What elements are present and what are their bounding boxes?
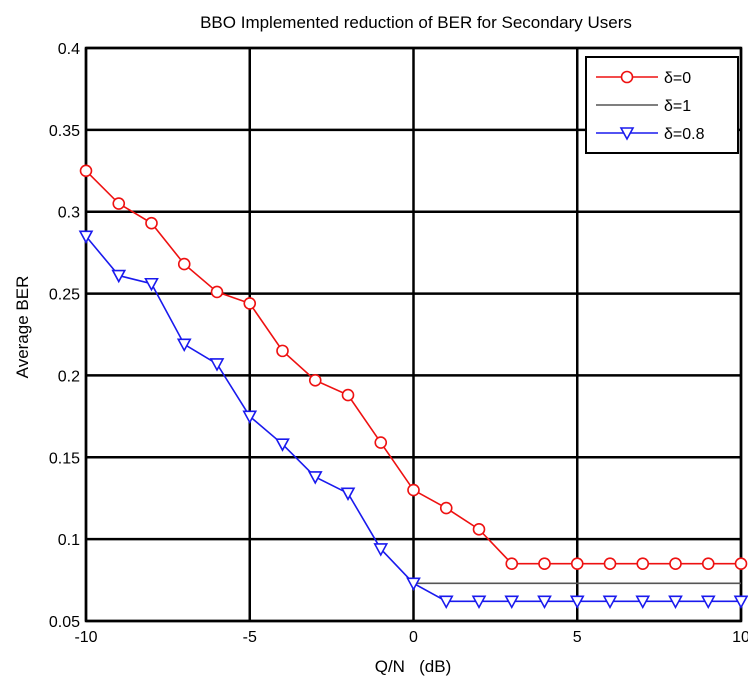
data-point bbox=[570, 557, 584, 571]
legend-marker bbox=[620, 70, 634, 84]
data-point bbox=[276, 344, 289, 358]
y-tick-label: 0.2 bbox=[58, 368, 80, 385]
legend-entry: δ=0 bbox=[596, 70, 691, 87]
y-tick-label: 0.4 bbox=[58, 41, 80, 58]
legend-entry: δ=0.8 bbox=[596, 126, 705, 143]
data-point bbox=[79, 164, 93, 178]
data-point bbox=[407, 483, 420, 497]
data-point bbox=[636, 557, 650, 571]
data-point bbox=[209, 358, 225, 372]
legend-label: δ=0 bbox=[664, 70, 691, 87]
x-tick-label: 5 bbox=[573, 629, 582, 646]
x-axis-label: Q/N (dB) bbox=[375, 657, 452, 676]
series-0 bbox=[79, 164, 748, 571]
series-layer bbox=[78, 164, 748, 610]
data-point bbox=[701, 557, 715, 571]
legend-marker bbox=[619, 127, 635, 141]
data-point bbox=[603, 557, 617, 571]
data-point bbox=[538, 557, 551, 571]
data-point bbox=[243, 297, 257, 310]
legend: δ=0 δ=1 δ=0.8 bbox=[585, 56, 739, 154]
data-point bbox=[733, 595, 748, 610]
data-point bbox=[569, 595, 585, 610]
legend-label: δ=0.8 bbox=[664, 126, 705, 143]
data-point bbox=[406, 577, 421, 592]
plot-frame bbox=[84, 46, 743, 623]
data-point bbox=[635, 595, 651, 610]
y-tick-label: 0.1 bbox=[58, 532, 80, 549]
data-point bbox=[308, 374, 322, 387]
data-point bbox=[145, 216, 158, 230]
data-point bbox=[78, 230, 94, 244]
data-point bbox=[340, 487, 356, 501]
data-point bbox=[112, 197, 126, 210]
data-point bbox=[177, 257, 191, 271]
data-point bbox=[438, 595, 454, 610]
axis-ticks: -10 -5 0 5 10 0.05 0.1 0.15 0.2 0.25 0.3 0.35 0.4 bbox=[49, 41, 748, 646]
data-point bbox=[373, 543, 389, 557]
data-point bbox=[504, 595, 520, 610]
x-tick-label: -10 bbox=[74, 629, 97, 646]
legend-label: δ=1 bbox=[664, 98, 691, 115]
data-point bbox=[700, 595, 716, 610]
data-point bbox=[374, 436, 388, 449]
x-tick-label: -5 bbox=[243, 629, 257, 646]
data-point bbox=[471, 595, 487, 610]
y-tick-label: 0.25 bbox=[49, 287, 80, 304]
y-tick-label: 0.35 bbox=[49, 123, 80, 140]
data-point bbox=[307, 471, 323, 485]
y-tick-label: 0.15 bbox=[49, 450, 80, 467]
data-point bbox=[275, 438, 290, 452]
data-point bbox=[439, 501, 453, 515]
data-point bbox=[176, 338, 192, 352]
data-point bbox=[472, 523, 486, 536]
y-tick-label: 0.05 bbox=[49, 614, 80, 631]
legend-entry: δ=1 bbox=[596, 98, 691, 115]
data-point bbox=[111, 269, 127, 284]
data-point bbox=[505, 557, 519, 571]
chart-title: BBO Implemented reduction of BER for Sec… bbox=[200, 13, 632, 32]
series-2 bbox=[78, 230, 748, 610]
data-point bbox=[144, 277, 159, 292]
data-point bbox=[668, 595, 683, 610]
data-point bbox=[537, 595, 552, 610]
x-tick-label: 10 bbox=[732, 629, 748, 646]
y-axis-label: Average BER bbox=[13, 276, 32, 379]
y-tick-label: 0.3 bbox=[58, 205, 80, 222]
data-point bbox=[669, 557, 682, 571]
data-point bbox=[242, 410, 258, 425]
data-point bbox=[341, 388, 355, 402]
data-point bbox=[734, 557, 748, 571]
data-point bbox=[210, 285, 224, 299]
x-tick-label: 0 bbox=[409, 629, 418, 646]
data-point bbox=[602, 595, 618, 610]
